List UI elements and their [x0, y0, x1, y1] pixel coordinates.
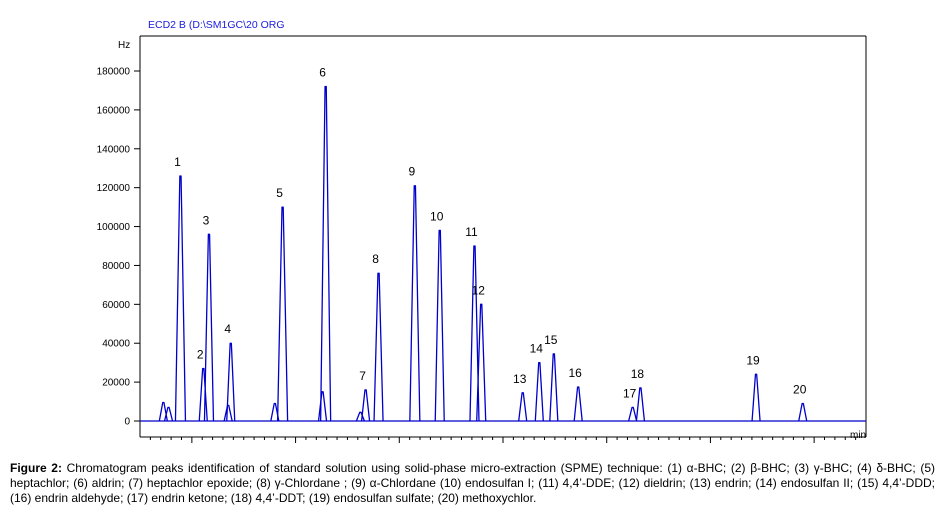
- peak: [174, 175, 187, 422]
- peak-label: 1: [174, 155, 181, 169]
- peak-label: 8: [372, 252, 379, 266]
- peak-label: 18: [631, 367, 645, 381]
- minor-peak: [270, 402, 280, 422]
- y-tick-label: 160000: [97, 105, 131, 116]
- y-axis-unit: Hz: [118, 40, 130, 51]
- y-tick-label: 100000: [97, 222, 131, 233]
- peak-label: 2: [197, 348, 204, 362]
- peak-label: 20: [793, 383, 807, 397]
- caption-prefix: Figure 2:: [10, 461, 62, 475]
- minor-peak: [158, 401, 168, 422]
- peak: [518, 392, 528, 422]
- peak: [226, 342, 236, 422]
- peak-label: 16: [569, 366, 583, 380]
- peak: [276, 206, 289, 422]
- y-tick-label: 60000: [102, 300, 130, 311]
- peak: [798, 402, 808, 422]
- y-tick-label: 120000: [97, 183, 131, 194]
- caption-text: Chromatogram peaks identification of sta…: [10, 461, 935, 505]
- peak-label: 10: [430, 209, 444, 223]
- peak: [434, 229, 445, 422]
- minor-peak: [317, 391, 328, 422]
- peak: [573, 386, 583, 422]
- peak-label: 6: [319, 66, 326, 80]
- peak: [203, 233, 215, 422]
- chart-title: ECD2 B (D:\SM1GC\20 ORG: [148, 19, 285, 31]
- minor-peak: [163, 406, 174, 422]
- peak-label: 17: [623, 386, 637, 400]
- peak: [319, 85, 332, 422]
- peak: [373, 272, 384, 422]
- minor-peak: [223, 404, 233, 422]
- peak-label: 5: [276, 186, 283, 200]
- y-tick-label: 140000: [97, 144, 131, 155]
- chromatogram-chart: ECD2 B (D:\SM1GC\20 ORG Hz min 0 20000 400…: [97, 19, 867, 456]
- peak: [549, 353, 559, 422]
- peak: [635, 387, 646, 422]
- peak: [469, 245, 480, 422]
- y-tick-label: 40000: [102, 339, 130, 350]
- peak-label: 3: [203, 213, 210, 227]
- chromatogram-svg: ECD2 B (D:\SM1GC\20 ORG Hz min 0 20000 400…: [97, 19, 867, 456]
- peak: [409, 185, 421, 422]
- peak-label: 13: [513, 372, 527, 386]
- peak-label: 7: [359, 369, 366, 383]
- peak-label: 14: [530, 342, 544, 356]
- peak: [360, 389, 371, 422]
- peak: [534, 362, 544, 422]
- peak: [628, 406, 638, 422]
- x-axis-unit: min: [850, 430, 866, 441]
- axes: 0 20000 40000 60000 80000 100000 120000 140000 1…: [97, 35, 867, 456]
- y-tick-label: 80000: [102, 261, 130, 272]
- peak-label: 11: [465, 225, 478, 239]
- peak-label: 4: [224, 322, 231, 336]
- y-tick-label: 20000: [102, 378, 130, 389]
- minor-peak: [355, 411, 365, 422]
- peak: [476, 303, 487, 422]
- peak: [751, 373, 761, 422]
- trace-layer: [140, 85, 866, 422]
- y-tick-label: 0: [124, 417, 130, 428]
- peak-label: 9: [408, 165, 415, 179]
- peak: [198, 367, 208, 422]
- peak-label: 12: [472, 283, 486, 297]
- figure-caption: Figure 2: Chromatogram peaks identificat…: [10, 461, 935, 506]
- peak-label: 19: [746, 353, 760, 367]
- y-tick-label: 180000: [97, 67, 131, 78]
- peak-label: 15: [544, 333, 558, 347]
